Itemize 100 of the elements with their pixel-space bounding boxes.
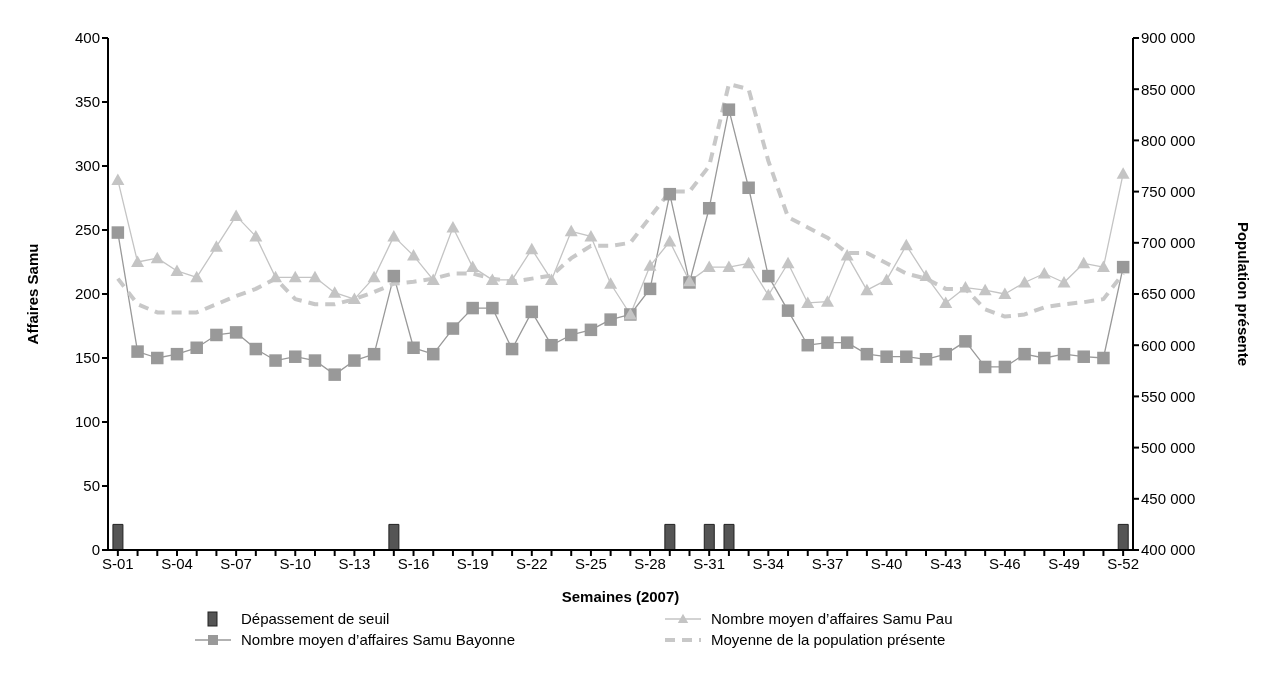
point <box>1096 260 1110 273</box>
point <box>781 304 795 317</box>
point <box>308 354 322 367</box>
point <box>446 322 460 335</box>
point <box>446 220 460 233</box>
point <box>486 301 499 315</box>
point <box>1077 350 1090 363</box>
point <box>998 360 1012 374</box>
point <box>367 270 381 283</box>
point <box>545 273 559 285</box>
point <box>150 251 164 264</box>
x-tick-label: S-25 <box>575 554 607 572</box>
y2-tick-label: 450 000 <box>1141 490 1196 508</box>
point <box>170 347 184 361</box>
point <box>821 336 834 349</box>
point <box>702 201 716 215</box>
point <box>860 283 874 296</box>
point <box>742 256 756 269</box>
y-tick-label: 400 <box>74 29 100 47</box>
point <box>860 347 874 361</box>
x-tick-label: S-28 <box>634 554 666 572</box>
y2-tick-label: 700 000 <box>1141 234 1196 252</box>
point <box>525 305 539 319</box>
point <box>1018 347 1031 361</box>
point <box>663 187 677 201</box>
point <box>880 273 894 285</box>
point <box>466 260 480 273</box>
y-tick-label: 100 <box>74 413 100 431</box>
point <box>939 347 952 361</box>
x-tick-label: S-40 <box>870 554 903 572</box>
point <box>1077 256 1091 269</box>
point <box>466 301 479 315</box>
x-tick-label: S-04 <box>161 554 193 572</box>
point <box>564 224 578 237</box>
x-tick-label: S-07 <box>220 554 252 572</box>
point <box>722 260 736 273</box>
point <box>978 360 992 374</box>
point <box>210 328 223 342</box>
point <box>249 342 263 356</box>
y2-tick-label: 800 000 <box>1141 131 1196 149</box>
point <box>742 181 755 195</box>
point <box>387 269 401 283</box>
point <box>545 338 558 352</box>
point <box>1057 347 1071 361</box>
point <box>880 350 893 363</box>
point <box>820 295 834 307</box>
point <box>604 277 618 289</box>
point <box>348 354 361 367</box>
y-tick-label: 150 <box>74 349 100 367</box>
point <box>288 270 302 283</box>
x-axis-title: Semaines (2007) <box>561 588 680 605</box>
y-tick-label: 50 <box>83 477 100 495</box>
point <box>111 226 125 239</box>
point <box>761 288 775 301</box>
point <box>1038 351 1051 365</box>
x-tick-label: S-19 <box>456 554 489 572</box>
point <box>347 292 361 305</box>
y-tick-label: 200 <box>74 285 100 303</box>
point <box>919 353 933 366</box>
point <box>959 335 972 348</box>
y2-tick-label: 600 000 <box>1141 336 1196 354</box>
point <box>900 350 913 363</box>
point <box>426 347 440 361</box>
point <box>328 368 341 381</box>
point <box>564 328 578 342</box>
point <box>1037 267 1051 279</box>
point <box>663 235 677 247</box>
point <box>762 269 775 283</box>
x-tick-label: S-13 <box>338 554 371 572</box>
y-tick-label: 300 <box>74 157 100 175</box>
point <box>407 341 420 355</box>
point <box>525 242 539 255</box>
legend-label: Dépassement de seuil <box>241 610 390 627</box>
point <box>643 259 657 271</box>
point <box>131 255 145 267</box>
y2-tick-label: 550 000 <box>1141 387 1196 405</box>
point <box>190 341 203 355</box>
point <box>1018 275 1032 288</box>
x-tick-label: S-52 <box>1107 554 1139 572</box>
point <box>702 260 716 273</box>
point <box>387 229 401 242</box>
y2-tick-label: 500 000 <box>1141 438 1196 456</box>
point <box>801 296 815 308</box>
point <box>289 350 302 363</box>
point <box>643 282 657 296</box>
point <box>367 347 381 361</box>
point <box>111 173 125 186</box>
point <box>229 326 243 339</box>
x-tick-label: S-31 <box>693 554 726 572</box>
point <box>1116 260 1130 274</box>
y2-axis-title: Population présente <box>1234 221 1252 367</box>
point <box>584 229 598 242</box>
point <box>604 313 617 326</box>
y-tick-label: 250 <box>74 221 100 239</box>
point <box>328 286 342 298</box>
y2-tick-label: 900 000 <box>1141 29 1196 47</box>
legend-label: Moyenne de la population présente <box>711 631 946 648</box>
point <box>131 345 144 358</box>
legend-label: Nombre moyen d’affaires Samu Bayonne <box>241 631 516 648</box>
point <box>781 256 795 269</box>
